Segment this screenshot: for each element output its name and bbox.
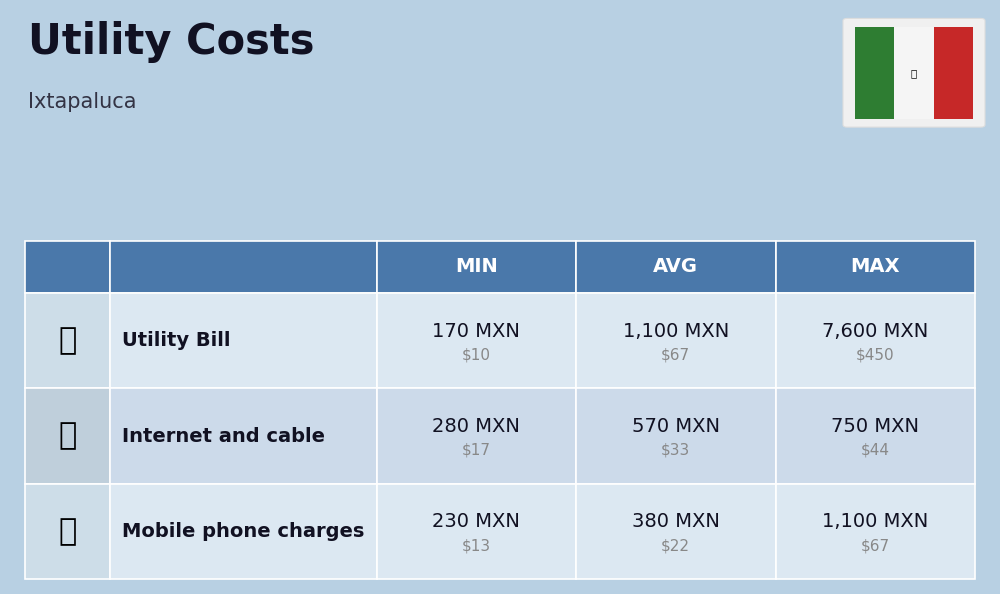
Text: $450: $450: [856, 347, 895, 362]
Text: Mobile phone charges: Mobile phone charges: [122, 522, 365, 541]
Text: AVG: AVG: [653, 257, 698, 276]
Text: $33: $33: [661, 443, 690, 458]
Bar: [25, 293, 110, 388]
Text: Utility Costs: Utility Costs: [28, 21, 314, 63]
Text: $17: $17: [462, 443, 491, 458]
Bar: [776, 388, 975, 484]
Text: 170 MXN: 170 MXN: [432, 322, 520, 341]
Text: MIN: MIN: [455, 257, 498, 276]
Bar: [776, 241, 975, 293]
Bar: [576, 388, 776, 484]
Text: Ixtapaluca: Ixtapaluca: [28, 92, 136, 112]
Text: Internet and cable: Internet and cable: [122, 426, 326, 446]
Text: 280 MXN: 280 MXN: [432, 417, 520, 436]
Text: $67: $67: [861, 538, 890, 553]
Text: $10: $10: [462, 347, 491, 362]
Bar: [110, 293, 376, 388]
Bar: [376, 484, 576, 579]
Text: 🦅: 🦅: [911, 68, 917, 78]
Bar: [25, 241, 110, 293]
Text: 1,100 MXN: 1,100 MXN: [822, 513, 928, 532]
Bar: [934, 27, 973, 119]
Bar: [776, 293, 975, 388]
Bar: [376, 241, 576, 293]
Text: $67: $67: [661, 347, 690, 362]
Bar: [894, 27, 934, 119]
Text: Utility Bill: Utility Bill: [122, 331, 231, 350]
Text: 📡: 📡: [59, 422, 77, 451]
Bar: [576, 484, 776, 579]
Bar: [110, 388, 376, 484]
Text: 7,600 MXN: 7,600 MXN: [822, 322, 928, 341]
Text: 230 MXN: 230 MXN: [432, 513, 520, 532]
FancyBboxPatch shape: [843, 18, 985, 127]
Text: 1,100 MXN: 1,100 MXN: [623, 322, 729, 341]
Text: $13: $13: [462, 538, 491, 553]
Text: 750 MXN: 750 MXN: [831, 417, 919, 436]
Bar: [776, 484, 975, 579]
Bar: [855, 27, 894, 119]
Text: $22: $22: [661, 538, 690, 553]
Bar: [376, 388, 576, 484]
Bar: [110, 484, 376, 579]
Text: 570 MXN: 570 MXN: [632, 417, 720, 436]
Text: MAX: MAX: [850, 257, 900, 276]
Bar: [110, 241, 376, 293]
Bar: [576, 241, 776, 293]
Bar: [25, 484, 110, 579]
Text: 380 MXN: 380 MXN: [632, 513, 720, 532]
Bar: [25, 388, 110, 484]
Bar: [376, 293, 576, 388]
Text: 📱: 📱: [59, 517, 77, 546]
Bar: [576, 293, 776, 388]
Text: 🔌: 🔌: [59, 326, 77, 355]
Text: $44: $44: [861, 443, 890, 458]
